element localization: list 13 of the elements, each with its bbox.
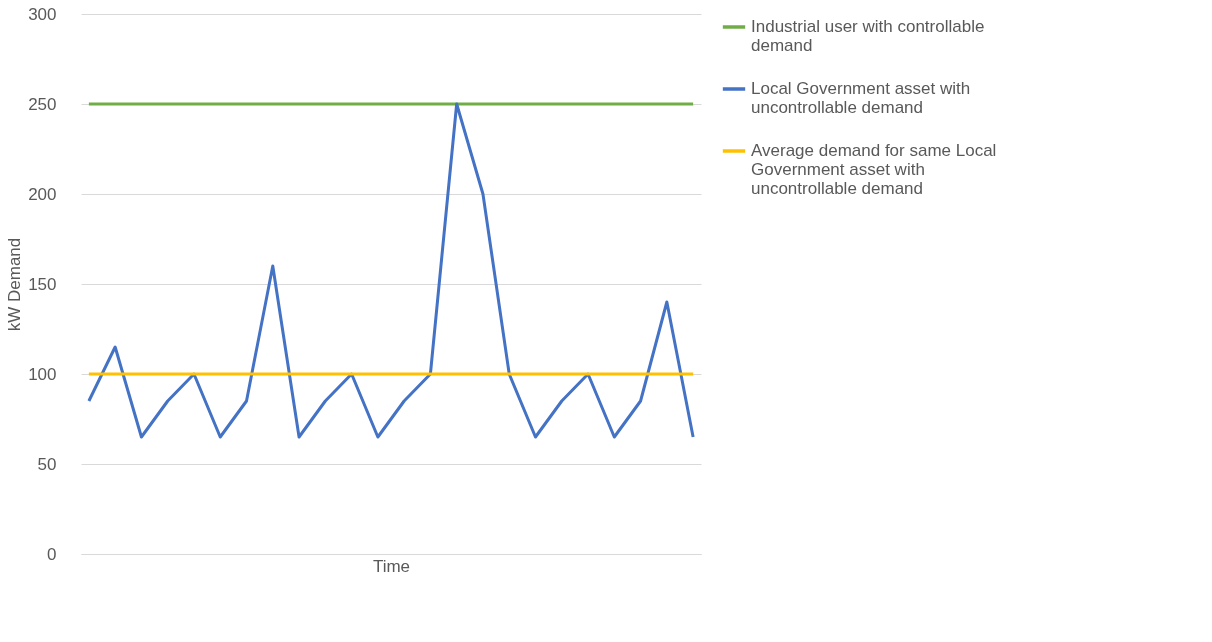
y-tick-label: 100 [28,364,57,384]
legend-label: Average demand for same Local Government asset with uncontrollable demand [751,141,997,198]
y-tick-label: 150 [28,274,57,294]
y-tick-label: 200 [28,184,57,204]
y-tick-label: 0 [47,544,57,564]
y-axis-title: kW Demand [5,237,25,332]
line-series [87,102,695,439]
x-axis-title: Time [372,556,411,576]
y-tick-label: 300 [28,4,57,24]
y-tick-label: 250 [28,94,57,114]
y-tick-label: 50 [37,454,57,474]
legend-label: Local Government asset with uncontrollable demand [751,79,971,117]
legend-label: Industrial user with controllable demand [751,17,985,55]
